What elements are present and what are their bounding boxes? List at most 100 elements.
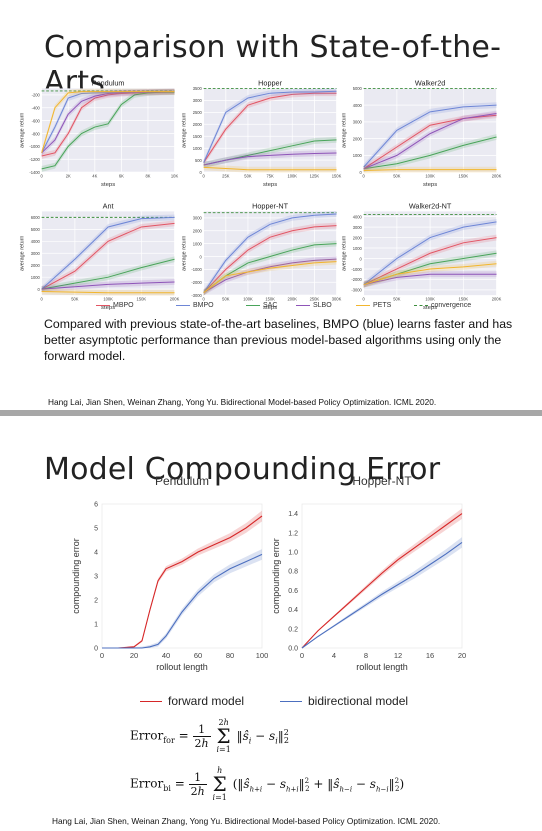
- series-line: [102, 515, 263, 649]
- legend-label: SAC: [263, 302, 278, 309]
- x-tick-label: 50K: [393, 297, 401, 302]
- y-tick-label: -2000: [191, 280, 202, 285]
- series-band-mbpo: [41, 220, 175, 293]
- series-line-bmpo: [363, 221, 497, 286]
- y-tick-label: 5000: [31, 227, 41, 232]
- y-tick-label: 3000: [193, 98, 203, 103]
- x-axis-label: rollout length: [356, 662, 408, 672]
- series-line-mbpo: [363, 237, 497, 286]
- x-tick-label: 8K: [145, 174, 150, 179]
- y-tick-label: -2000: [351, 277, 362, 282]
- x-tick-label: 12: [394, 651, 402, 660]
- x-tick-label: 0: [363, 174, 366, 179]
- x-tick-label: 100K: [287, 174, 297, 179]
- plot-area: [301, 503, 463, 649]
- chart-legend: MBPO BMPO SAC SLBO PETS convergence: [96, 302, 471, 314]
- legend-label: BMPO: [193, 302, 214, 309]
- series-line-slbo: [41, 281, 175, 290]
- legend-item-convergence: convergence: [414, 302, 471, 309]
- plot-pendulum: -1400 -1200 -1000 -800 -600 -400 -200 0 2K 4K 6K 8K…: [18, 72, 180, 194]
- y-tick-label: 1.2: [288, 530, 298, 537]
- x-axis-label: steps: [101, 305, 115, 311]
- y-tick-label: 0: [360, 170, 363, 175]
- y-tick-label: 1000: [353, 246, 363, 251]
- x-tick-label: 0: [100, 651, 104, 660]
- series-band-pets: [41, 288, 175, 296]
- x-tick-label: 50K: [222, 297, 230, 302]
- x-tick-label: 20: [458, 651, 466, 660]
- series-band-mbpo: [363, 112, 497, 172]
- eq2-lhs: Error: [130, 776, 164, 791]
- y-tick-label: -1000: [191, 267, 202, 272]
- slide-title: Model Compounding Error: [44, 452, 441, 487]
- chart-svg: 0 1000 2000 3000 4000 5000 6000 0 50K 100K 150K 200…: [19, 202, 179, 311]
- series-band-pets: [203, 164, 337, 173]
- x-tick-label: 100K: [103, 297, 113, 302]
- slide-title: Comparison with State-of-the-Arts: [44, 30, 502, 100]
- series-line-pets: [363, 169, 497, 171]
- legend-item-slbo: SLBO: [296, 302, 332, 309]
- chart-title: Pendulum: [154, 474, 210, 488]
- legend-swatch: [140, 701, 162, 703]
- y-tick-label: 4000: [353, 214, 363, 219]
- eq1-sub: for: [163, 735, 175, 745]
- series-line-slbo: [363, 113, 497, 170]
- y-tick-label: -200: [32, 93, 41, 98]
- series-band: [302, 508, 462, 648]
- legend-item: forward model: [140, 694, 244, 708]
- legend-swatch: [356, 304, 370, 306]
- x-axis-label: steps: [263, 182, 277, 188]
- y-tick-label: 3500: [193, 86, 203, 91]
- x-tick-label: 80: [226, 651, 234, 660]
- series-band-bmpo: [203, 88, 337, 166]
- y-tick-label: 0.4: [288, 607, 298, 614]
- legend-swatch: [246, 304, 260, 306]
- y-tick-label: 6000: [31, 215, 41, 220]
- y-tick-label: 1000: [193, 146, 203, 151]
- x-tick-label: 0: [203, 174, 206, 179]
- legend-item-mbpo: MBPO: [96, 302, 134, 309]
- legend-item-sac: SAC: [246, 302, 277, 309]
- legend-swatch: [296, 304, 310, 306]
- series-line-mbpo: [41, 222, 175, 290]
- y-tick-label: 2000: [193, 122, 203, 127]
- y-tick-label: -3000: [351, 288, 362, 293]
- y-tick-label: 3000: [353, 120, 363, 125]
- x-tick-label: 25K: [222, 174, 230, 179]
- y-tick-label: 2500: [193, 110, 203, 115]
- legend-label: PETS: [373, 302, 392, 309]
- y-tick-label: -1400: [29, 170, 40, 175]
- series-line-sac: [41, 258, 175, 290]
- series-line-bmpo: [203, 90, 337, 163]
- x-tick-label: 100K: [425, 174, 435, 179]
- x-tick-label: 20: [130, 651, 138, 660]
- y-tick-label: -1000: [29, 144, 40, 149]
- x-tick-label: 150K: [459, 297, 469, 302]
- plot-hopper-nt: -3000 -2000 -1000 0 1000 2000 3000 0 50K 100K 150K…: [180, 195, 342, 317]
- series-line-pets: [41, 91, 175, 153]
- legend-label: convergence: [431, 302, 472, 309]
- y-axis-label: average return: [19, 236, 25, 271]
- series-band-pets: [363, 260, 497, 288]
- y-tick-label: 6: [94, 502, 98, 509]
- y-tick-label: 0: [200, 254, 203, 259]
- plot-area: [41, 88, 175, 173]
- y-tick-label: 0.0: [288, 646, 298, 653]
- y-tick-label: 5: [94, 526, 98, 533]
- y-axis-label: compounding error: [71, 538, 81, 614]
- series-band-slbo: [203, 150, 337, 168]
- y-tick-label: 1500: [193, 134, 203, 139]
- y-tick-label: 1: [94, 622, 98, 629]
- y-tick-label: 0: [94, 646, 98, 653]
- series-line-slbo: [203, 258, 337, 293]
- series-line-pets: [41, 291, 175, 294]
- chart-title: Walker2d: [415, 79, 445, 88]
- chart-title: Walker2d-NT: [409, 202, 452, 211]
- x-tick-label: 150K: [459, 174, 469, 179]
- x-tick-label: 0: [363, 297, 366, 302]
- x-tick-label: 0: [41, 297, 44, 302]
- series-band-sac: [203, 136, 337, 168]
- legend-swatch: [280, 701, 302, 703]
- series-band-slbo: [41, 88, 175, 156]
